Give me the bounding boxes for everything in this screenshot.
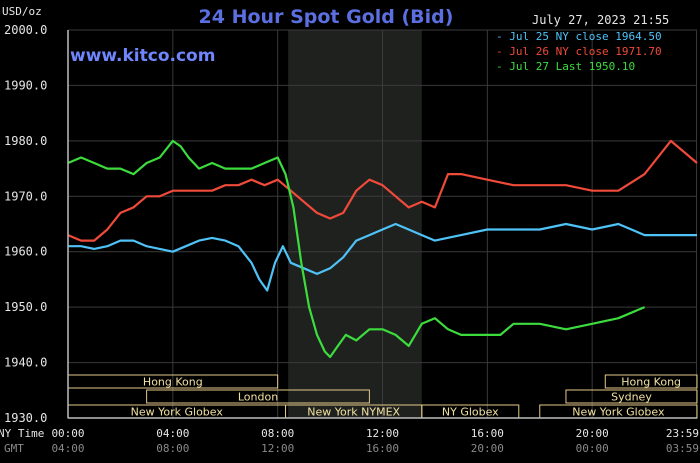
x-tick-label-gmt: 03:59 (666, 442, 699, 455)
x-tick-label: 12:00 (366, 427, 399, 440)
legend-item: - Jul 27 Last 1950.10 (496, 60, 635, 73)
market-label: New York NYMEX (307, 406, 400, 419)
series-lines (67, 139, 698, 359)
legend: - Jul 25 NY close 1964.50 - Jul 26 NY clo… (496, 30, 662, 73)
market-hours-bars: Hong Kong Hong Kong London Sydney New York G… (67, 374, 698, 419)
market-bar (565, 389, 698, 404)
market-label: Sydney (611, 391, 652, 404)
y-tick-label: 1950.0 (4, 300, 47, 314)
chart-title: 24 Hour Spot Gold (Bid) (199, 6, 454, 28)
x-tick-label: 16:00 (471, 427, 504, 440)
y-tick-label: 1980.0 (4, 134, 47, 148)
shaded-region (288, 30, 422, 418)
x-tick-label: 04:00 (156, 427, 189, 440)
x-tick-label-gmt: 08:00 (156, 442, 189, 455)
brand-watermark: www.kitco.com (70, 46, 215, 66)
y-axis-unit: USD/oz (2, 5, 42, 18)
x-tick-label-gmt: 20:00 (471, 442, 504, 455)
y-tick-label: 1990.0 (4, 78, 47, 92)
market-label: Hong Kong (621, 376, 681, 389)
x-tick-label-gmt: 04:00 (51, 442, 84, 455)
market-bar (146, 389, 370, 404)
x-row1-label: NY Time (0, 427, 44, 440)
y-tick-label: 1940.0 (4, 356, 47, 370)
market-bar (604, 374, 698, 389)
market-label: Hong Kong (143, 376, 203, 389)
legend-item: - Jul 25 NY close 1964.50 (496, 30, 662, 43)
series-line (67, 139, 698, 242)
series-line (67, 139, 646, 359)
market-label: New York Globex (572, 406, 665, 419)
x-tick-label: 23:59 (666, 427, 699, 440)
x-tick-label-gmt: 00:00 (576, 442, 609, 455)
y-tick-label: 1930.0 (4, 411, 47, 425)
axes: 2000.0 1990.0 1980.0 1970.0 1960.0 1950.0 1940… (4, 23, 699, 455)
ny-session-shading (288, 30, 422, 418)
x-tick-label: 20:00 (576, 427, 609, 440)
timestamp: July 27, 2023 21:55 (532, 13, 669, 27)
y-tick-label: 1960.0 (4, 245, 47, 259)
x-tick-label: 08:00 (261, 427, 294, 440)
legend-item: - Jul 26 NY close 1971.70 (496, 45, 662, 58)
x-tick-label: 00:00 (51, 427, 84, 440)
x-tick-label-gmt: 16:00 (366, 442, 399, 455)
market-label: New York Globex (131, 406, 224, 419)
market-label: NY Globex (442, 406, 499, 419)
series-line (68, 222, 697, 292)
market-label: London (238, 391, 278, 404)
y-tick-label: 2000.0 (4, 23, 47, 37)
x-tick-label-gmt: 12:00 (261, 442, 294, 455)
x-row2-label: GMT (4, 442, 24, 455)
y-tick-label: 1970.0 (4, 189, 47, 203)
